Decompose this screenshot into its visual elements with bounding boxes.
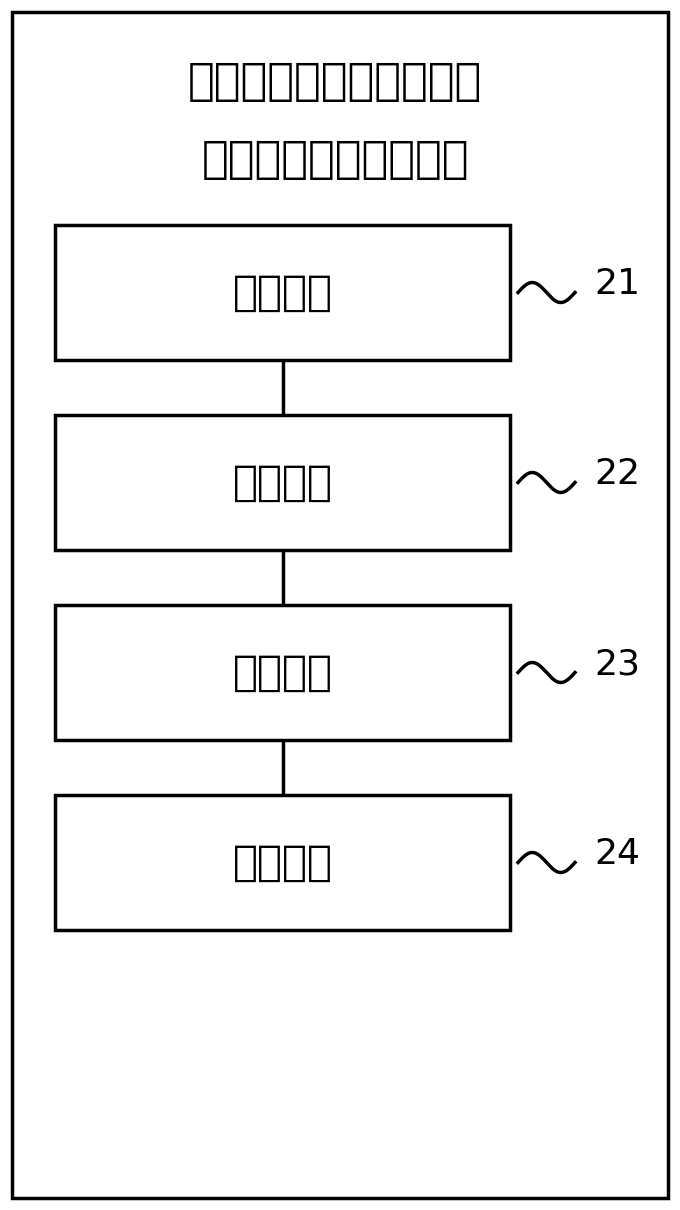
Bar [55, 605, 510, 741]
Text: 21: 21 [594, 267, 640, 301]
Text: 封的密封性能检测装置: 封的密封性能检测装置 [201, 138, 469, 182]
Text: 安装单元: 安装单元 [233, 461, 333, 503]
Text: 监测单元: 监测单元 [233, 841, 333, 883]
Text: 清理单元: 清理单元 [233, 271, 333, 313]
Text: 离心压缩机双端面干气密: 离心压缩机双端面干气密 [188, 60, 482, 104]
Bar [55, 415, 510, 551]
Text: 24: 24 [594, 837, 640, 871]
Bar [55, 225, 510, 361]
Text: 充气单元: 充气单元 [233, 651, 333, 693]
Text: 23: 23 [594, 647, 640, 681]
Bar [55, 795, 510, 930]
Text: 22: 22 [594, 457, 640, 491]
